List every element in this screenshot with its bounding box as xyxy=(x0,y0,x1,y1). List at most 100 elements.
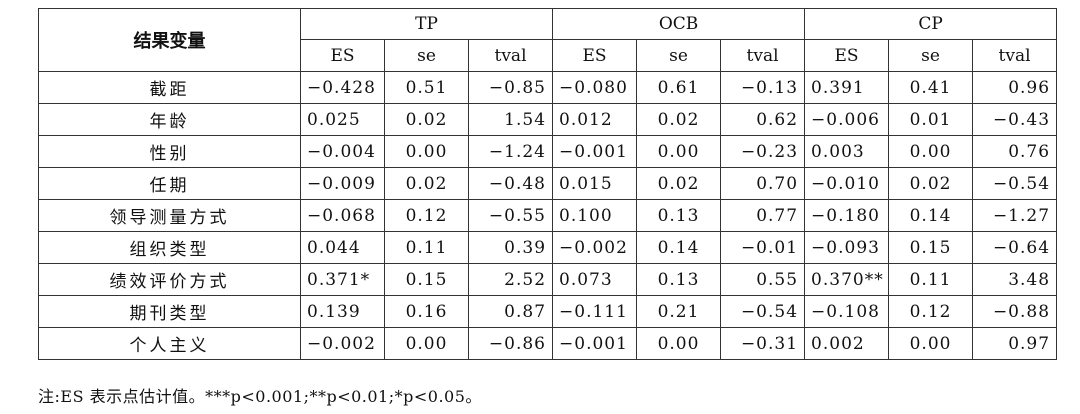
table-cell: −0.64 xyxy=(972,231,1058,264)
table-cell: 0.370** xyxy=(804,263,890,296)
table-cell: 0.21 xyxy=(636,295,722,328)
table-cell: 0.01 xyxy=(888,103,974,136)
table-cell: −0.006 xyxy=(804,103,890,136)
table-cell: 0.11 xyxy=(888,263,974,296)
row-label: 性别 xyxy=(38,135,301,168)
table-cell: −0.43 xyxy=(972,103,1058,136)
table-row: 任期 −0.009 0.02 −0.48 0.015 0.02 0.70 −0.010 0.02… xyxy=(38,167,1058,200)
table-cell: −0.010 xyxy=(804,167,890,200)
table-cell: 0.02 xyxy=(636,167,722,200)
row-header-label: 结果变量 xyxy=(38,8,301,72)
table-cell: 0.02 xyxy=(888,167,974,200)
table-cell: −0.002 xyxy=(300,327,385,360)
group-header-ocb: OCB xyxy=(552,8,806,40)
table-row: 组织类型 0.044 0.11 0.39 −0.002 0.14 −0.01 −0.093 0.… xyxy=(38,231,1058,264)
table-cell: 0.02 xyxy=(636,103,722,136)
table-cell: 0.012 xyxy=(552,103,638,136)
table-cell: 0.70 xyxy=(720,167,806,200)
table-cell: 0.41 xyxy=(888,71,974,104)
table-cell: 1.54 xyxy=(467,103,554,136)
table-cell: 0.11 xyxy=(384,231,469,264)
row-label: 个人主义 xyxy=(38,327,301,360)
table-cell: −0.080 xyxy=(552,71,638,104)
table-cell: −0.068 xyxy=(300,199,385,232)
table-cell: 0.002 xyxy=(804,327,890,360)
table-cell: −0.01 xyxy=(720,231,806,264)
row-label: 任期 xyxy=(38,167,301,200)
table-cell: 0.55 xyxy=(720,263,806,296)
table-cell: 2.52 xyxy=(467,263,554,296)
table-cell: −0.55 xyxy=(467,199,554,232)
table-cell: 0.61 xyxy=(636,71,722,104)
table-cell: 0.00 xyxy=(384,327,469,360)
table-cell: 0.025 xyxy=(300,103,385,136)
table-cell: 0.02 xyxy=(384,103,469,136)
subheader-se: se xyxy=(384,39,469,72)
table-cell: 0.13 xyxy=(636,263,722,296)
group-header-tp: TP xyxy=(299,8,554,40)
table-cell: 0.15 xyxy=(888,231,974,264)
table-cell: 0.00 xyxy=(384,135,469,168)
table-row: 个人主义 −0.002 0.00 −0.86 −0.001 0.00 −0.31 0.002 0… xyxy=(38,327,1058,360)
table-row: 绩效评价方式 0.371* 0.15 2.52 0.073 0.13 0.55 0.370**… xyxy=(38,263,1058,296)
table-cell: −0.54 xyxy=(720,295,806,328)
table-cell: 0.003 xyxy=(804,135,890,168)
table-cell: 0.12 xyxy=(384,199,469,232)
subheader-tval: tval xyxy=(467,39,554,72)
table-cell: −0.180 xyxy=(804,199,890,232)
table-cell: 0.073 xyxy=(552,263,638,296)
table-cell: 0.16 xyxy=(384,295,469,328)
header-row-groups: 结果变量 TP OCB CP xyxy=(38,8,1058,72)
table-cell: −0.093 xyxy=(804,231,890,264)
row-label: 截距 xyxy=(38,71,301,104)
subheader-se: se xyxy=(636,39,722,72)
table-cell: −0.111 xyxy=(552,295,638,328)
table-cell: 0.51 xyxy=(384,71,469,104)
table-cell: −0.48 xyxy=(467,167,554,200)
table-cell: −0.88 xyxy=(972,295,1058,328)
table-cell: −0.86 xyxy=(467,327,554,360)
table-cell: −0.009 xyxy=(300,167,385,200)
table-cell: 0.100 xyxy=(552,199,638,232)
row-label: 绩效评价方式 xyxy=(38,263,301,296)
table-cell: −0.428 xyxy=(300,71,385,104)
table-cell: 0.77 xyxy=(720,199,806,232)
table-cell: −0.85 xyxy=(467,71,554,104)
subheader-tval: tval xyxy=(720,39,806,72)
table-row: 性别 −0.004 0.00 −1.24 −0.001 0.00 −0.23 0.003 0.0… xyxy=(38,135,1058,168)
subheader-es: ES xyxy=(552,39,638,72)
table-cell: 0.15 xyxy=(384,263,469,296)
table-cell: 0.139 xyxy=(300,295,385,328)
table-body: 截距 −0.428 0.51 −0.85 −0.080 0.61 −0.13 0.391 0.4… xyxy=(38,71,1058,360)
subheader-tval: tval xyxy=(972,39,1058,72)
table-note: 注:ES 表示点估计值。***p<0.001;**p<0.01;*p<0.05。 xyxy=(38,387,482,406)
table-cell: −0.001 xyxy=(552,135,638,168)
table-cell: 0.62 xyxy=(720,103,806,136)
table-cell: −0.108 xyxy=(804,295,890,328)
subheader-es: ES xyxy=(300,39,385,72)
subheader-es: ES xyxy=(804,39,890,72)
row-label: 期刊类型 xyxy=(38,295,301,328)
table-cell: 0.02 xyxy=(384,167,469,200)
table-cell: −0.31 xyxy=(720,327,806,360)
table-cell: 0.00 xyxy=(636,327,722,360)
table-cell: −0.004 xyxy=(300,135,385,168)
table-cell: 0.13 xyxy=(636,199,722,232)
table-cell: 0.00 xyxy=(888,135,974,168)
table-cell: 0.00 xyxy=(636,135,722,168)
table-cell: 0.14 xyxy=(636,231,722,264)
table-cell: 0.76 xyxy=(972,135,1058,168)
group-header-cp: CP xyxy=(804,8,1058,40)
table-cell: 0.96 xyxy=(972,71,1058,104)
results-table: 结果变量 TP OCB CP ES se tval ES se tval ES … xyxy=(38,8,1058,360)
table-row: 期刊类型 0.139 0.16 0.87 −0.111 0.21 −0.54 −0.108 0.… xyxy=(38,295,1058,328)
table-cell: 0.12 xyxy=(888,295,974,328)
table-row: 年龄 0.025 0.02 1.54 0.012 0.02 0.62 −0.006 0.01 −0… xyxy=(38,103,1058,136)
table-cell: −0.54 xyxy=(972,167,1058,200)
table-cell: −1.27 xyxy=(972,199,1058,232)
table-cell: 0.39 xyxy=(467,231,554,264)
table-cell: 0.97 xyxy=(972,327,1058,360)
table-row: 领导测量方式 −0.068 0.12 −0.55 0.100 0.13 0.77 −0.180… xyxy=(38,199,1058,232)
header-row-subcolumns: ES se tval ES se tval ES se tval xyxy=(39,39,1058,72)
table-cell: −0.001 xyxy=(552,327,638,360)
